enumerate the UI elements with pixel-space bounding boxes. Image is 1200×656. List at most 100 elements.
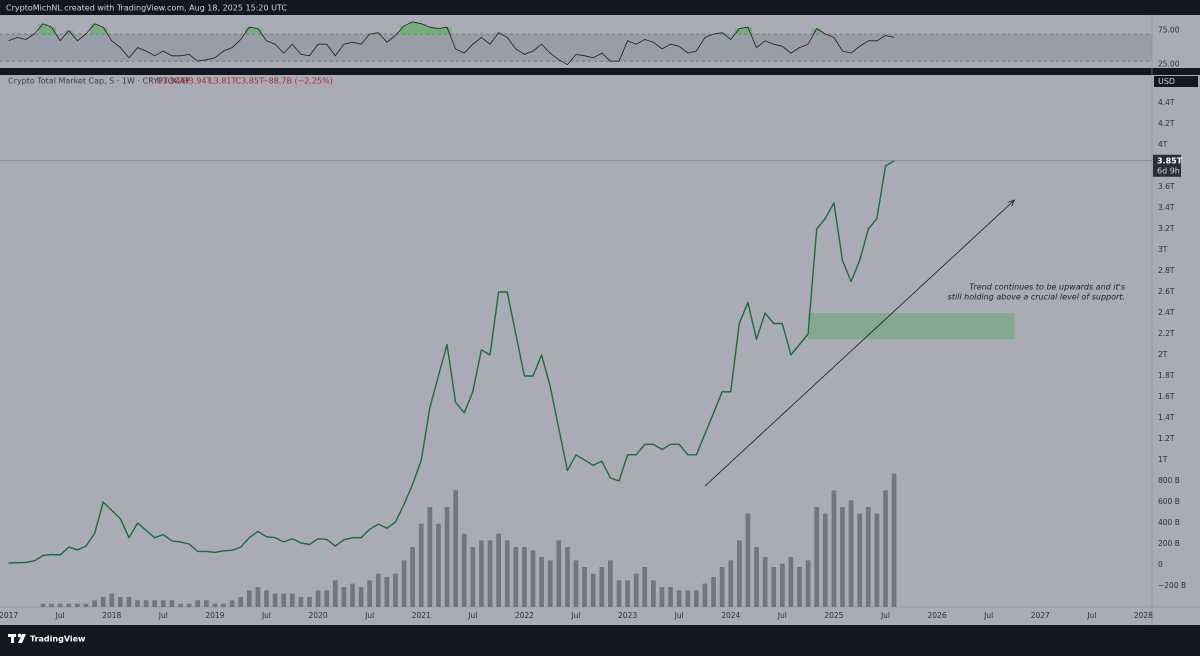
volume-bar xyxy=(848,500,854,607)
brand-logo xyxy=(8,633,26,643)
volume-bar xyxy=(702,583,708,607)
volume-bar xyxy=(83,603,89,607)
volume-bar xyxy=(281,593,287,607)
rsi-overbought xyxy=(253,28,263,35)
y-tick-label: 1.6T xyxy=(1158,392,1175,401)
rsi-overbought xyxy=(245,27,254,35)
volume-bar xyxy=(736,540,742,607)
volume-bar xyxy=(427,507,433,607)
rsi-overbought xyxy=(399,25,409,35)
main-pane xyxy=(0,75,1152,607)
volume-bar xyxy=(642,567,648,607)
time-axis xyxy=(0,607,1152,625)
y-tick-label: 4.4T xyxy=(1158,98,1175,107)
volume-bar xyxy=(788,557,794,607)
volume-bar xyxy=(57,603,63,607)
volume-bar xyxy=(461,533,467,607)
volume-bar xyxy=(676,590,682,607)
y-tick-label: 600 B xyxy=(1158,497,1180,506)
volume-bar xyxy=(651,580,656,607)
volume-bar xyxy=(874,513,880,607)
x-tick-label: Jul xyxy=(158,611,168,620)
legend-value: −88.7B (−2.25%) xyxy=(262,77,333,86)
volume-bar xyxy=(754,547,759,607)
x-tick-label: Jul xyxy=(467,611,477,620)
volume-bar xyxy=(100,597,106,607)
volume-bar xyxy=(539,557,544,607)
legend-value: C3.85T xyxy=(236,77,264,86)
legend-value: L3.81T xyxy=(209,77,236,86)
y-tick-label: 4.2T xyxy=(1158,119,1175,128)
y-tick-label: 2.2T xyxy=(1158,329,1175,338)
rsi-overbought xyxy=(717,32,727,35)
rsi xyxy=(0,21,1152,66)
rsi-overbought xyxy=(416,23,426,35)
x-tick-label: Jul xyxy=(777,611,787,620)
volume-bar xyxy=(513,547,519,607)
volume-bar xyxy=(384,577,390,607)
rsi-overbought xyxy=(98,27,108,35)
x-tick-label: Jul xyxy=(55,611,65,620)
currency: USD xyxy=(1158,77,1175,86)
volume-bar xyxy=(608,560,613,607)
volume-bar xyxy=(298,597,304,607)
volume-bar xyxy=(126,597,132,607)
volume-bar xyxy=(401,560,407,607)
volume-bar xyxy=(470,547,476,607)
x-tick-label: Jul xyxy=(674,611,684,620)
price-line xyxy=(8,160,895,564)
volume-bar xyxy=(393,573,398,607)
volume-bar xyxy=(117,597,123,607)
x-tick-label: 2019 xyxy=(205,611,224,620)
x-tick-label: 2028 xyxy=(1134,611,1153,620)
volume-bar xyxy=(92,600,97,607)
volume-bar xyxy=(840,507,845,607)
x-tick-label: 2018 xyxy=(102,611,121,620)
volume-bar xyxy=(453,490,459,607)
volume-bar xyxy=(178,603,183,607)
plot xyxy=(0,160,1152,607)
rsi-line xyxy=(8,21,895,66)
volume-bar xyxy=(186,603,192,607)
volume-bar xyxy=(289,593,295,607)
support-zone xyxy=(808,313,1015,340)
volume-bar xyxy=(49,603,54,607)
volume-bar xyxy=(152,600,158,607)
volume-bar xyxy=(221,603,226,607)
volume-bar xyxy=(479,540,484,607)
legend-symbol: Crypto Total Market Cap, S · 1W · CRYPTO… xyxy=(8,77,190,86)
rsi-overbought xyxy=(47,27,56,35)
volume-bar xyxy=(212,603,218,607)
volume-bar xyxy=(556,540,562,607)
volume-bar xyxy=(685,590,691,607)
volume-bar xyxy=(762,557,768,607)
volume-bar xyxy=(745,513,751,607)
y-tick-label: 0 xyxy=(1158,560,1163,569)
volume-bar xyxy=(315,590,321,607)
x-tick-label: 2022 xyxy=(515,611,534,620)
volume-bar xyxy=(143,600,149,607)
rsi-overbought xyxy=(812,28,822,35)
volume-bar xyxy=(530,550,536,607)
volume-bar xyxy=(504,540,510,607)
volume-bar xyxy=(599,567,605,607)
y-tick-label: 3.6T xyxy=(1158,182,1175,191)
rsi-overbought xyxy=(373,32,383,35)
footer xyxy=(0,625,1200,656)
volume-bar xyxy=(728,560,734,607)
volume-bar xyxy=(367,580,373,607)
rsi-overbought xyxy=(434,28,443,35)
y-tick-label: 3.4T xyxy=(1158,203,1175,212)
axes: −200 B 0 200 B 400 B 600 B 800 B 1T 1.2T 1.4T 1.6… xyxy=(0,26,1186,620)
volume-bar xyxy=(40,603,46,607)
rsi-overbought xyxy=(735,28,744,35)
volume-bar xyxy=(436,523,441,607)
y-tick-label: 200 B xyxy=(1158,539,1180,548)
volume-bar xyxy=(857,513,863,607)
volume-bar xyxy=(109,593,115,607)
rsi-overbought xyxy=(64,30,74,35)
volume-bar xyxy=(246,590,252,607)
volume-bar xyxy=(831,490,837,607)
volume-bar xyxy=(625,580,630,607)
